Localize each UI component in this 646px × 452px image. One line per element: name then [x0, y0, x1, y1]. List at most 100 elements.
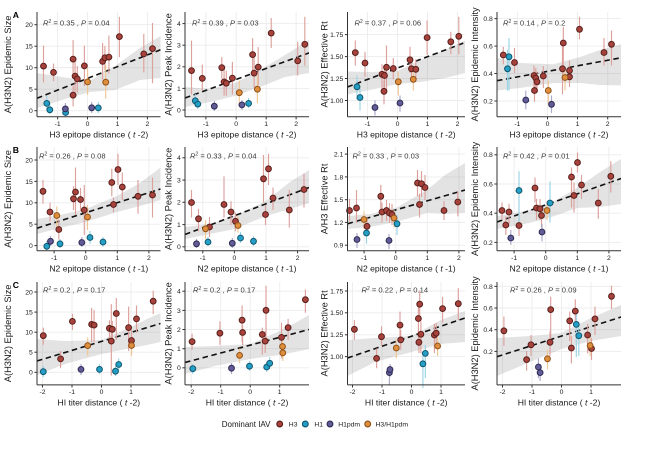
svg-text:-1: -1	[529, 389, 535, 396]
svg-text:2: 2	[294, 121, 298, 128]
svg-text:-1: -1	[364, 121, 370, 128]
svg-text:2: 2	[146, 121, 150, 128]
svg-text:A(H3N2) Peak Incidence: A(H3N2) Peak Incidence	[164, 148, 174, 250]
svg-text:0.8: 0.8	[483, 284, 493, 291]
svg-text:0: 0	[544, 255, 548, 262]
svg-text:4: 4	[177, 21, 181, 28]
svg-text:5: 5	[29, 222, 33, 229]
svg-text:1: 1	[116, 121, 120, 128]
svg-text:1: 1	[575, 255, 579, 262]
svg-text:A(H3N2) Epidemic Intensity: A(H3N2) Epidemic Intensity	[470, 276, 480, 391]
svg-text:R2 = 0.39 , P = 0.03: R2 = 0.39 , P = 0.03	[192, 19, 259, 28]
svg-text:0.8: 0.8	[483, 16, 493, 23]
svg-text:R2 = 0.14 , P = 0.2: R2 = 0.14 , P = 0.2	[503, 19, 565, 28]
svg-text:HI titer distance ( t -2): HI titer distance ( t -2)	[206, 397, 289, 407]
svg-text:5: 5	[29, 87, 33, 94]
svg-text:0: 0	[234, 121, 238, 128]
svg-text:0: 0	[410, 389, 414, 396]
svg-text:R2 = 0.33 , P = 0.04: R2 = 0.33 , P = 0.04	[190, 151, 257, 160]
svg-text:0: 0	[29, 108, 33, 115]
svg-text:15: 15	[25, 179, 33, 186]
svg-text:0: 0	[248, 389, 252, 396]
svg-text:2: 2	[177, 200, 181, 207]
svg-text:1.75: 1.75	[330, 32, 343, 39]
svg-text:A(H3N2) Peak Incidence: A(H3N2) Peak Incidence	[164, 13, 174, 115]
svg-text:1: 1	[177, 86, 181, 93]
svg-text:20: 20	[25, 157, 33, 164]
svg-text:0.6: 0.6	[483, 181, 493, 188]
svg-text:R2 = 0.42 , P = 0.01: R2 = 0.42 , P = 0.01	[503, 151, 570, 160]
svg-text:R2 = 0.26 , P = 0.08: R2 = 0.26 , P = 0.08	[39, 151, 106, 160]
svg-text:C: C	[13, 280, 19, 290]
svg-text:A(H3N2) Effective Rt: A(H3N2) Effective Rt	[320, 290, 330, 377]
svg-text:2: 2	[606, 121, 610, 128]
svg-text:1: 1	[177, 222, 181, 229]
svg-text:0.4: 0.4	[483, 71, 493, 78]
svg-text:H3 epitope distance ( t -2): H3 epitope distance ( t -2)	[510, 129, 609, 139]
svg-text:0: 0	[177, 244, 181, 251]
svg-text:0.4: 0.4	[483, 211, 493, 218]
svg-text:0.2: 0.2	[483, 240, 493, 247]
svg-text:3: 3	[177, 178, 181, 185]
svg-text:2: 2	[147, 255, 151, 262]
svg-text:0: 0	[396, 121, 400, 128]
svg-text:0.4: 0.4	[483, 327, 493, 334]
svg-text:H1pdm: H1pdm	[338, 422, 360, 429]
svg-text:H1: H1	[314, 422, 323, 429]
svg-text:R2 = 0.35 , P = 0.04: R2 = 0.35 , P = 0.04	[43, 19, 110, 28]
svg-text:2: 2	[177, 64, 181, 71]
svg-text:1: 1	[177, 346, 181, 353]
svg-text:0: 0	[29, 370, 33, 377]
svg-text:2: 2	[456, 121, 460, 128]
svg-text:-1: -1	[69, 389, 75, 396]
svg-text:-1: -1	[55, 121, 61, 128]
svg-text:-1: -1	[203, 121, 209, 128]
svg-text:0.6: 0.6	[483, 44, 493, 51]
svg-text:H3: H3	[289, 422, 298, 429]
svg-text:H3 epitope distance ( t -2): H3 epitope distance ( t -2)	[357, 129, 456, 139]
svg-text:0: 0	[394, 255, 398, 262]
svg-text:1.25: 1.25	[330, 332, 343, 339]
svg-text:H3 epitope distance ( t -2): H3 epitope distance ( t -2)	[49, 129, 148, 139]
svg-text:1: 1	[264, 121, 268, 128]
svg-text:A/H3 Effective Rt: A/H3 Effective Rt	[320, 163, 330, 234]
svg-text:1: 1	[439, 389, 443, 396]
svg-text:1: 1	[589, 389, 593, 396]
svg-text:-1: -1	[361, 255, 367, 262]
svg-text:20: 20	[25, 289, 33, 296]
svg-text:4: 4	[177, 289, 181, 296]
svg-text:1.50: 1.50	[330, 310, 343, 317]
svg-text:N2 epitope distance ( t -1): N2 epitope distance ( t -1)	[198, 263, 297, 273]
svg-text:-1: -1	[51, 255, 57, 262]
svg-text:A(H3N2) Epidemic Intensity: A(H3N2) Epidemic Intensity	[470, 141, 480, 256]
svg-text:1.50: 1.50	[330, 54, 343, 61]
svg-text:1: 1	[278, 389, 282, 396]
svg-text:1.00: 1.00	[330, 98, 343, 105]
svg-text:R2 = 0.26 , P = 0.09: R2 = 0.26 , P = 0.09	[510, 286, 577, 295]
svg-text:A(H3N2) Effective Rt: A(H3N2) Effective Rt	[320, 21, 330, 108]
svg-text:0: 0	[29, 243, 33, 250]
svg-text:0.2: 0.2	[483, 98, 493, 105]
svg-text:1: 1	[264, 255, 268, 262]
svg-text:R2 = 0.2 , P = 0.17: R2 = 0.2 , P = 0.17	[43, 286, 105, 295]
svg-text:20: 20	[25, 22, 33, 29]
svg-text:3: 3	[177, 43, 181, 50]
svg-text:1: 1	[576, 121, 580, 128]
svg-text:1: 1	[426, 121, 430, 128]
svg-text:-2: -2	[188, 389, 194, 396]
svg-text:2: 2	[607, 255, 611, 262]
svg-text:R2 = 0.37 , P = 0.06: R2 = 0.37 , P = 0.06	[355, 19, 422, 28]
svg-text:A(H3N2) Epidemic Size: A(H3N2) Epidemic Size	[3, 16, 13, 114]
svg-text:0: 0	[177, 365, 181, 372]
svg-text:-1: -1	[514, 121, 520, 128]
svg-text:0: 0	[84, 255, 88, 262]
svg-text:-1: -1	[379, 389, 385, 396]
svg-text:0: 0	[546, 121, 550, 128]
svg-text:-2: -2	[499, 389, 505, 396]
svg-text:HI titer distance ( t -2): HI titer distance ( t -2)	[57, 397, 140, 407]
svg-text:1.2: 1.2	[334, 220, 344, 227]
svg-text:0: 0	[100, 389, 104, 396]
svg-text:1.75: 1.75	[330, 288, 343, 295]
svg-text:0: 0	[233, 255, 237, 262]
svg-text:0.8: 0.8	[483, 152, 493, 159]
